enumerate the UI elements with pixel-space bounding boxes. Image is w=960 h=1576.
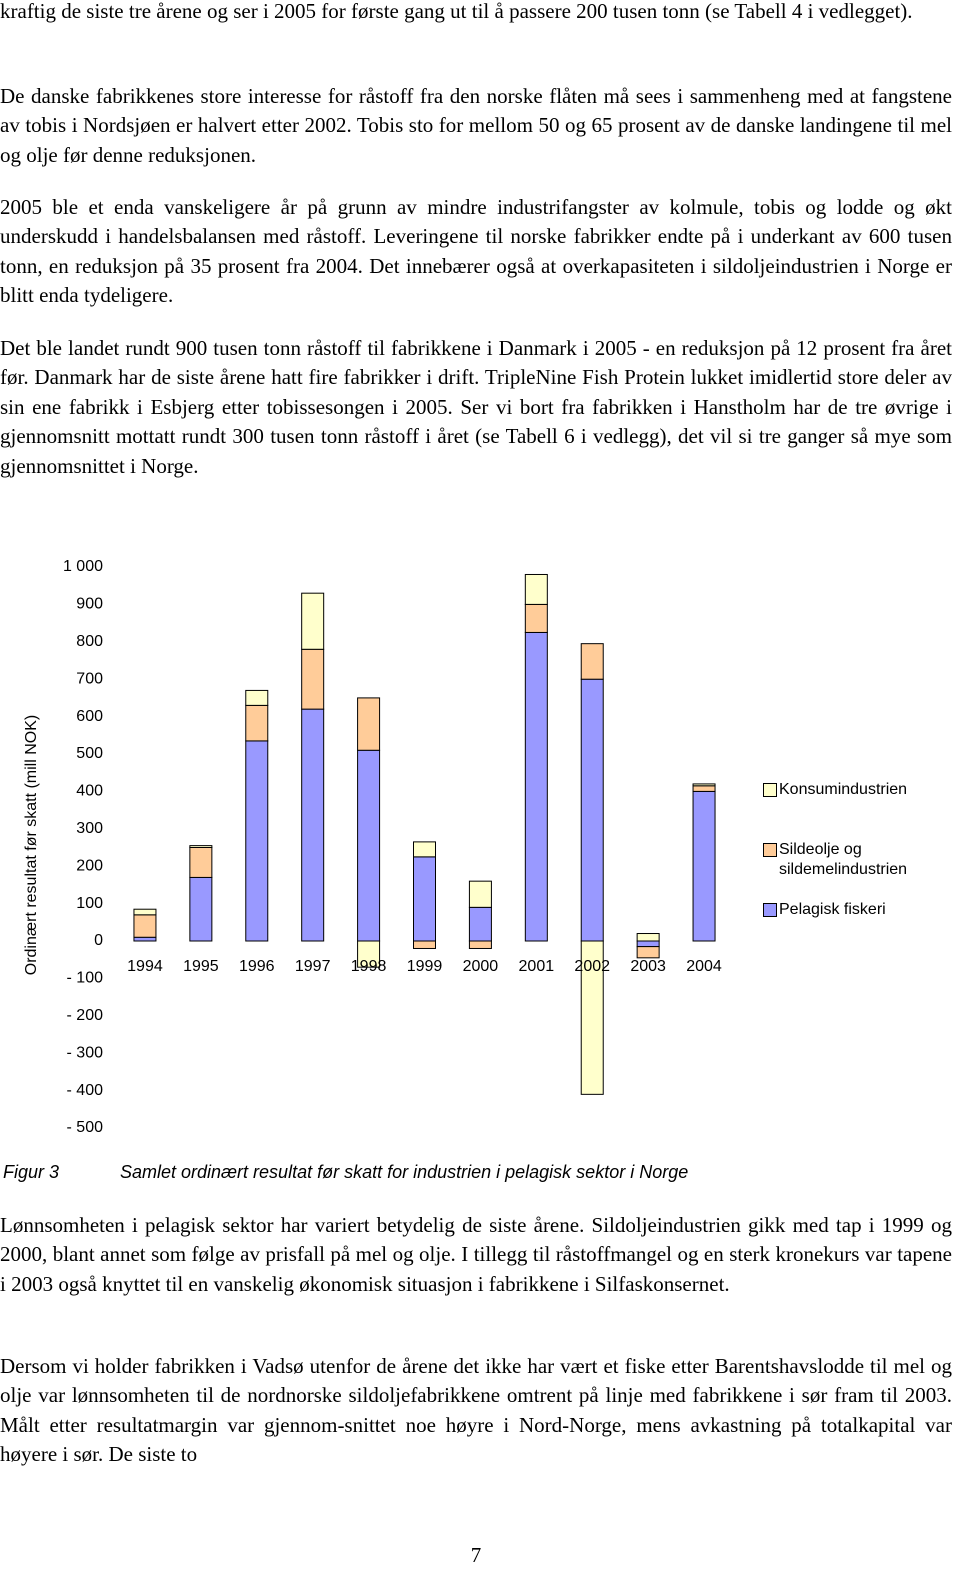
bar-segment <box>692 785 716 792</box>
bar-segment <box>189 876 213 942</box>
bar-segment <box>357 940 381 968</box>
paragraph: Det ble landet rundt 900 tusen tonn råst… <box>0 336 952 478</box>
bar-segment <box>357 697 381 751</box>
bar-segment <box>245 740 269 942</box>
bar-segment <box>468 940 492 949</box>
x-tick-label: 1999 <box>407 958 443 975</box>
x-tick-label: 1996 <box>239 958 275 975</box>
bar-segment <box>245 704 269 742</box>
paragraph: De danske fabrikkenes store interesse fo… <box>0 84 952 167</box>
legend-label: Konsumindustrien <box>779 781 908 798</box>
legend-label: Pelagisk fiskeri <box>779 901 886 918</box>
y-tick-label: - 100 <box>67 970 104 987</box>
bar-segment <box>245 689 269 706</box>
bar-segment <box>580 643 604 680</box>
legend-swatch <box>763 843 777 857</box>
bar-segment <box>580 678 604 942</box>
x-tick-label: 2003 <box>630 958 666 975</box>
y-tick-label: - 200 <box>67 1007 104 1024</box>
figure-number: Figur 3 <box>3 1162 60 1182</box>
figure-caption: Samlet ordinært resultat før skatt for i… <box>120 1162 689 1182</box>
bar-segment <box>468 880 492 908</box>
x-tick-label: 1997 <box>295 958 331 975</box>
y-tick-label: 100 <box>76 895 103 912</box>
y-tick-label: 500 <box>76 745 103 762</box>
bar-segment <box>133 908 157 916</box>
legend-swatch <box>763 783 777 797</box>
x-tick-label: 1995 <box>183 958 219 975</box>
y-tick-label: 400 <box>76 783 103 800</box>
x-tick-label: 2001 <box>519 958 555 975</box>
y-tick-label: 600 <box>76 708 103 725</box>
x-tick-label: 1994 <box>127 958 163 975</box>
bar-segment <box>133 936 157 942</box>
y-tick-label: 300 <box>76 820 103 837</box>
bar-segment <box>357 749 381 942</box>
bar-segment <box>524 573 548 605</box>
page-number: 7 <box>470 1543 482 1567</box>
y-tick-label: 800 <box>76 633 103 650</box>
bar-segment <box>524 631 548 942</box>
bar-segment <box>468 906 492 942</box>
bar-segment <box>413 841 436 858</box>
bar-segment <box>413 856 436 942</box>
y-tick-label: 0 <box>94 932 103 949</box>
y-tick-label: 700 <box>76 670 103 687</box>
y-tick-label: 1 000 <box>63 558 103 575</box>
x-tick-label: 1998 <box>351 958 387 975</box>
bar-segment <box>189 845 213 849</box>
bar-segment <box>636 946 660 959</box>
x-tick-label: 2002 <box>574 958 610 975</box>
bar-segment <box>692 783 716 787</box>
paragraph: kraftig de siste tre årene og ser i 2005… <box>0 0 913 23</box>
x-tick-label: 2000 <box>463 958 499 975</box>
y-tick-label: - 300 <box>67 1044 104 1061</box>
bar-segment <box>636 940 660 948</box>
y-tick-label: 200 <box>76 857 103 874</box>
y-axis-title: Ordinært resultat før skatt (mill NOK) <box>23 715 40 975</box>
bar-segment <box>524 603 548 633</box>
y-tick-label: - 400 <box>67 1082 104 1099</box>
bar-segment <box>189 847 213 878</box>
bar-segment <box>580 940 604 1095</box>
bar-segment <box>692 790 716 942</box>
paragraph: Lønnsomheten i pelagisk sektor har varie… <box>0 1213 952 1296</box>
y-tick-label: 900 <box>76 596 103 613</box>
y-tick-label: - 500 <box>67 1119 104 1136</box>
bar-segment <box>301 708 325 942</box>
bar-segment <box>301 648 325 710</box>
bar-segment <box>413 940 436 949</box>
paragraph: Dersom vi holder fabrikken i Vadsø utenf… <box>0 1354 952 1467</box>
bar-segment <box>133 914 157 938</box>
legend-swatch <box>763 903 777 917</box>
paragraph: 2005 ble et enda vanskeligere år på grun… <box>0 195 952 308</box>
legend-label: Sildeolje og sildemelindustrien <box>779 841 908 878</box>
bar-segment <box>301 592 325 650</box>
x-tick-label: 2004 <box>686 958 722 975</box>
bar-segment <box>636 933 660 942</box>
